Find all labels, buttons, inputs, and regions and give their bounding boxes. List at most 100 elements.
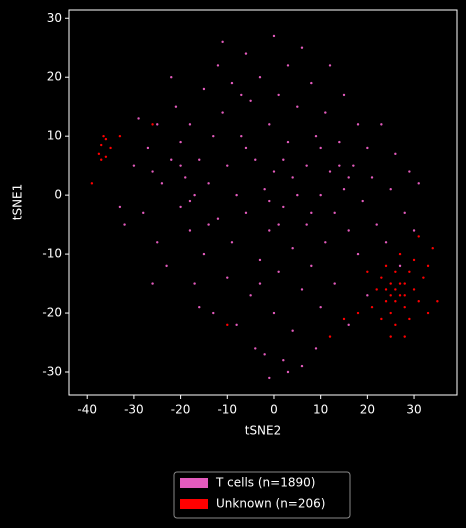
- point: [123, 223, 126, 226]
- y-tick-label: -30: [42, 365, 62, 379]
- point: [319, 193, 322, 197]
- point: [380, 276, 383, 279]
- point: [282, 158, 285, 161]
- point: [198, 305, 201, 309]
- y-tick-label: 20: [47, 70, 62, 84]
- point: [342, 188, 346, 191]
- point: [422, 276, 425, 279]
- point: [384, 288, 388, 291]
- point: [272, 34, 276, 38]
- point: [268, 376, 271, 380]
- point: [324, 241, 327, 244]
- point: [90, 182, 94, 185]
- point: [221, 40, 224, 44]
- point: [394, 152, 397, 156]
- point: [202, 87, 206, 91]
- point: [286, 140, 290, 144]
- point: [347, 323, 350, 327]
- legend-swatch: [180, 499, 208, 509]
- point: [319, 146, 322, 150]
- point: [188, 229, 192, 232]
- point: [272, 170, 276, 173]
- point: [300, 46, 304, 49]
- point: [272, 311, 276, 315]
- point: [319, 305, 322, 309]
- point: [254, 347, 257, 350]
- plot-frame: [68, 9, 458, 396]
- point: [170, 76, 173, 79]
- point: [403, 335, 406, 338]
- point: [156, 123, 159, 126]
- point: [226, 164, 229, 167]
- point: [333, 282, 336, 285]
- point: [282, 359, 285, 362]
- point: [193, 193, 196, 197]
- point: [314, 347, 318, 350]
- point: [305, 164, 308, 167]
- point: [366, 270, 369, 273]
- point: [408, 170, 411, 173]
- point: [240, 134, 243, 138]
- point: [179, 140, 182, 144]
- point: [366, 146, 369, 150]
- x-axis-label: tSNE2: [245, 424, 282, 438]
- point: [268, 123, 271, 126]
- point: [137, 117, 140, 120]
- point: [356, 311, 360, 315]
- y-tick-label: 30: [47, 11, 62, 25]
- point: [389, 335, 392, 338]
- point: [277, 93, 280, 97]
- point: [193, 282, 196, 285]
- point: [286, 370, 290, 374]
- point: [403, 294, 406, 297]
- point: [431, 246, 434, 250]
- x-tick-label: -40: [77, 403, 97, 417]
- x-tick-label: 10: [313, 403, 328, 417]
- point: [286, 64, 290, 67]
- point: [263, 353, 266, 356]
- point: [394, 300, 397, 303]
- point: [384, 241, 388, 244]
- y-axis-label: tSNE1: [11, 184, 25, 221]
- point: [268, 199, 271, 203]
- point: [296, 105, 299, 108]
- point: [314, 134, 318, 138]
- point: [328, 170, 332, 173]
- point: [226, 323, 229, 327]
- point: [300, 288, 304, 291]
- point: [412, 229, 416, 232]
- point: [300, 364, 304, 368]
- point: [170, 158, 173, 161]
- point: [370, 176, 374, 179]
- point: [118, 134, 122, 138]
- point: [258, 258, 262, 262]
- point: [310, 264, 313, 268]
- point: [102, 134, 105, 138]
- point: [142, 211, 145, 215]
- legend-box: [173, 471, 351, 519]
- point: [361, 199, 364, 203]
- point: [97, 152, 101, 156]
- x-tick-label: -10: [217, 403, 237, 417]
- point: [356, 252, 360, 256]
- y-tick-label: -10: [42, 247, 62, 261]
- point: [296, 193, 299, 197]
- point: [426, 264, 430, 268]
- point: [216, 217, 220, 220]
- point: [235, 323, 238, 327]
- point: [384, 300, 388, 303]
- point: [258, 282, 262, 285]
- point: [328, 64, 332, 67]
- x-tick-label: 30: [406, 403, 421, 417]
- point: [412, 258, 416, 262]
- point: [398, 282, 402, 285]
- point: [160, 182, 164, 185]
- point: [249, 294, 252, 297]
- point: [156, 241, 159, 244]
- y-tick-label: 0: [54, 188, 62, 202]
- point: [347, 229, 350, 232]
- point: [412, 288, 416, 291]
- point: [179, 164, 182, 167]
